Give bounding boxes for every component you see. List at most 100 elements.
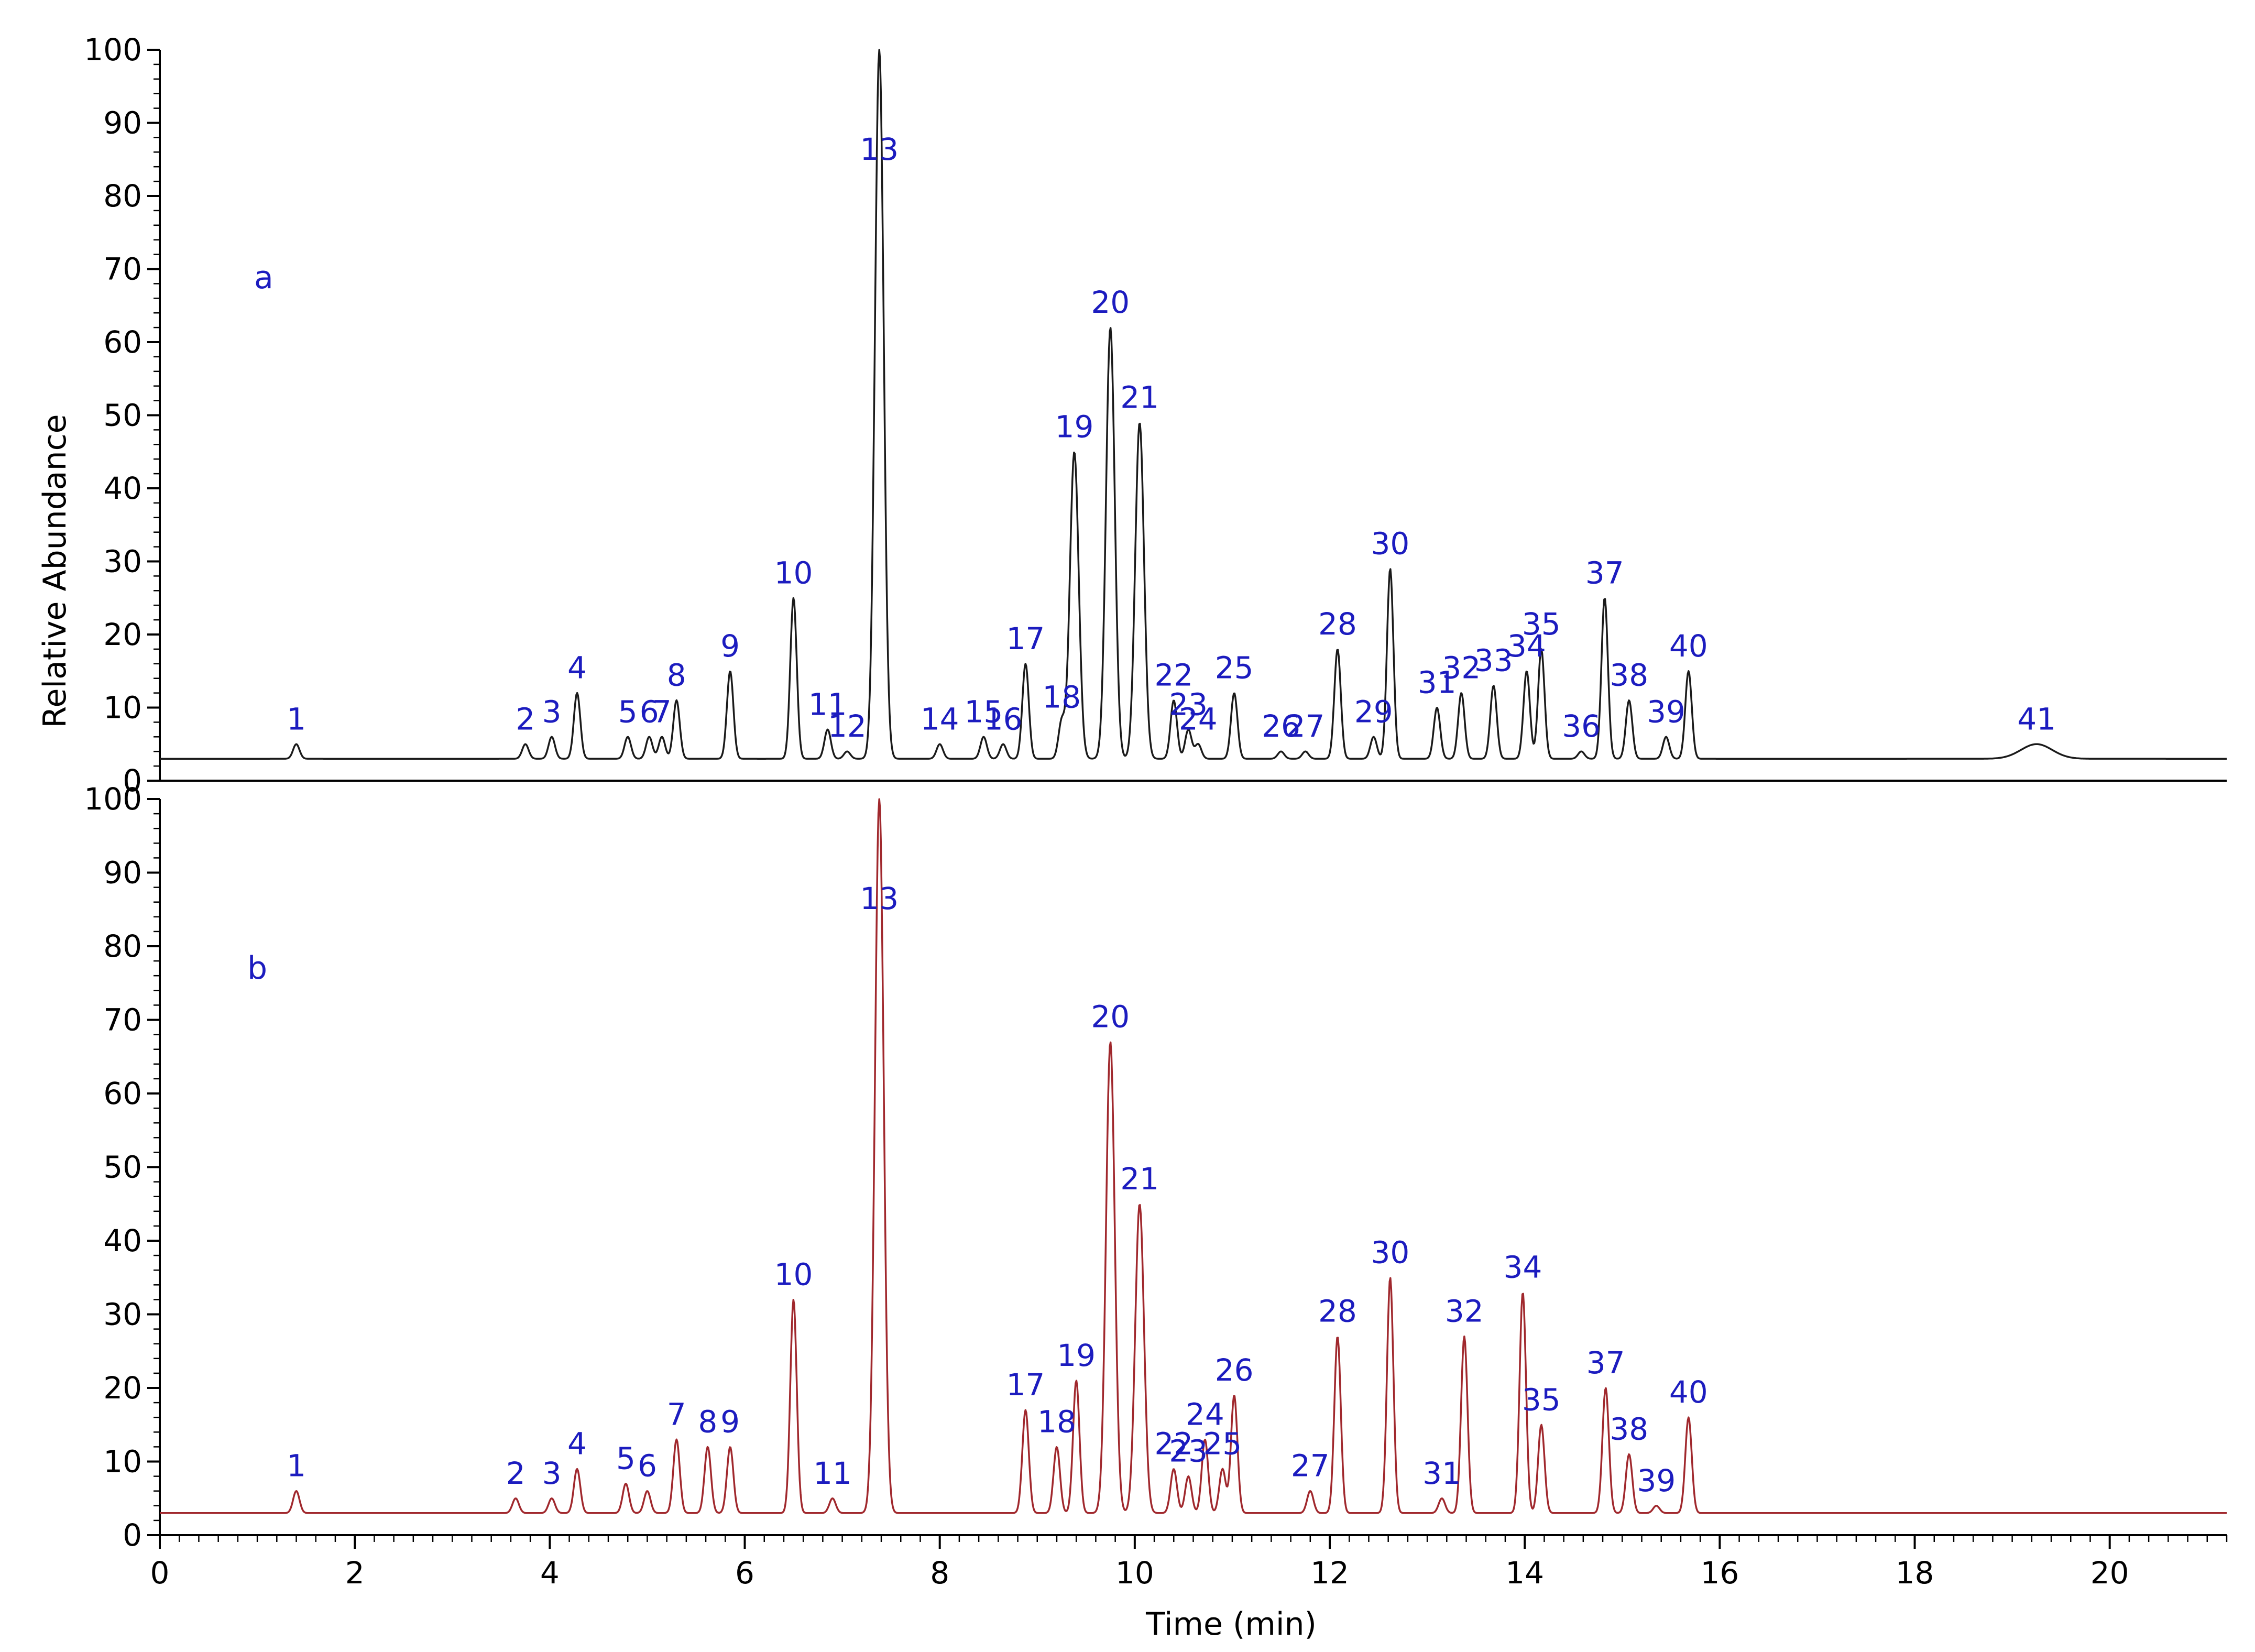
peak-label: 37 bbox=[1585, 555, 1624, 590]
y-tick-label: 20 bbox=[103, 617, 142, 652]
peak-label: 39 bbox=[1637, 1463, 1676, 1498]
peak-label: 1 bbox=[287, 701, 306, 737]
x-tick-label: 20 bbox=[2090, 1555, 2129, 1591]
peak-label: 26 bbox=[1262, 708, 1300, 744]
peak-label: 15 bbox=[965, 694, 1003, 729]
y-tick-label: 100 bbox=[84, 32, 142, 68]
y-tick-label: 30 bbox=[103, 1297, 142, 1332]
x-tick-label: 4 bbox=[540, 1555, 560, 1591]
peak-label: 21 bbox=[1120, 379, 1159, 415]
peak-label: 11 bbox=[813, 1456, 852, 1491]
peak-label: 2 bbox=[506, 1456, 526, 1491]
peak-label: 38 bbox=[1610, 658, 1648, 693]
peak-label: 21 bbox=[1120, 1161, 1159, 1197]
peak-label: 8 bbox=[698, 1404, 717, 1439]
x-tick-label: 10 bbox=[1115, 1555, 1154, 1591]
peak-label: 35 bbox=[1522, 1382, 1561, 1417]
y-tick-label: 70 bbox=[103, 1002, 142, 1038]
x-tick-label: 2 bbox=[345, 1555, 365, 1591]
peak-label: 25 bbox=[1215, 650, 1254, 686]
peak-label: 22 bbox=[1154, 658, 1193, 693]
peak-label: 19 bbox=[1055, 409, 1094, 444]
peak-label: 9 bbox=[720, 628, 740, 664]
panel-a-y-ticks bbox=[147, 49, 160, 782]
y-tick-label: 90 bbox=[103, 855, 142, 891]
peak-label: 35 bbox=[1522, 606, 1561, 642]
x-tick-label: 12 bbox=[1310, 1555, 1349, 1591]
peak-label: 36 bbox=[1562, 708, 1601, 744]
peak-label: 2 bbox=[516, 701, 535, 737]
peak-label: 5 bbox=[618, 694, 638, 729]
peak-label: 23 bbox=[1169, 686, 1208, 722]
peak-label: 11 bbox=[808, 686, 847, 722]
y-tick-label: 100 bbox=[84, 781, 142, 817]
peak-label: 10 bbox=[774, 1256, 813, 1292]
peak-label: 24 bbox=[1179, 701, 1218, 737]
peak-label: 12 bbox=[828, 708, 867, 744]
peak-label: 6 bbox=[638, 1448, 657, 1484]
y-axis-title: Relative Abundance bbox=[37, 414, 73, 728]
y-tick-label: 10 bbox=[103, 1444, 142, 1480]
peak-label: 14 bbox=[921, 701, 959, 737]
y-tick-label: 70 bbox=[103, 251, 142, 287]
peak-label: 13 bbox=[860, 132, 899, 167]
peak-label: 4 bbox=[567, 650, 587, 686]
panel-b-peak-labels: 1 2 34 5 67 8 91011131718192021222324252627283… bbox=[287, 881, 1708, 1498]
peak-label: 8 bbox=[667, 658, 686, 693]
peak-label: 3 bbox=[542, 694, 562, 729]
x-tick-label: 0 bbox=[150, 1555, 170, 1591]
panel-b-y-tick-labels: 0 10 20 30 40 50 60 70 80 90 100 bbox=[84, 781, 142, 1553]
y-tick-label: 60 bbox=[103, 324, 142, 360]
y-tick-label: 0 bbox=[123, 1517, 142, 1553]
peak-label: 39 bbox=[1647, 694, 1685, 729]
peak-label: 32 bbox=[1442, 650, 1481, 686]
peak-label: 1 bbox=[287, 1448, 306, 1484]
peak-label: 18 bbox=[1042, 679, 1081, 715]
x-tick-label: 18 bbox=[1896, 1555, 1934, 1591]
peak-label: 38 bbox=[1610, 1411, 1648, 1447]
y-tick-label: 50 bbox=[103, 398, 142, 433]
peak-label: 33 bbox=[1474, 643, 1513, 679]
peak-label: 41 bbox=[2017, 701, 2056, 737]
peak-label: 9 bbox=[720, 1404, 740, 1439]
y-tick-label: 40 bbox=[103, 471, 142, 506]
y-tick-label: 50 bbox=[103, 1150, 142, 1185]
peak-label: 34 bbox=[1507, 628, 1546, 664]
y-tick-label: 20 bbox=[103, 1370, 142, 1406]
peak-label: 16 bbox=[984, 701, 1023, 737]
peak-label: 34 bbox=[1504, 1249, 1542, 1285]
peak-label: 17 bbox=[1006, 1367, 1045, 1403]
y-tick-label: 90 bbox=[103, 105, 142, 141]
y-tick-label: 60 bbox=[103, 1076, 142, 1111]
peak-label: 30 bbox=[1371, 526, 1409, 561]
x-tick-label: 6 bbox=[735, 1555, 754, 1591]
peak-label: 4 bbox=[567, 1426, 587, 1462]
y-tick-label: 80 bbox=[103, 928, 142, 964]
peak-label: 3 bbox=[542, 1456, 562, 1491]
panel-a-label: a bbox=[254, 259, 273, 296]
peak-label: 27 bbox=[1286, 708, 1325, 744]
peak-label: 22 bbox=[1154, 1426, 1193, 1462]
panel-b-label: b bbox=[247, 950, 267, 987]
peak-label: 18 bbox=[1037, 1404, 1076, 1439]
peak-label: 13 bbox=[860, 881, 899, 916]
peak-label: 28 bbox=[1318, 1294, 1357, 1329]
peak-label: 25 bbox=[1203, 1426, 1242, 1462]
x-axis-title: Time (min) bbox=[1145, 1606, 1317, 1643]
peak-label: 28 bbox=[1318, 606, 1357, 642]
x-axis-tick-labels: 0 2 4 6 8 10 12 14 16 18 20 bbox=[150, 1555, 2129, 1591]
peak-label: 20 bbox=[1091, 999, 1130, 1035]
peak-label: 31 bbox=[1418, 665, 1457, 701]
peak-label: 10 bbox=[774, 555, 813, 590]
x-axis-ticks bbox=[159, 1535, 2228, 1549]
y-tick-label: 30 bbox=[103, 544, 142, 579]
peak-label: 31 bbox=[1422, 1456, 1461, 1491]
panel-a-y-tick-labels: 0 10 20 30 40 50 60 70 80 90 100 bbox=[84, 32, 142, 798]
y-tick-label: 0 bbox=[123, 763, 142, 798]
peak-label: 40 bbox=[1669, 628, 1708, 664]
peak-label: 17 bbox=[1006, 621, 1045, 657]
